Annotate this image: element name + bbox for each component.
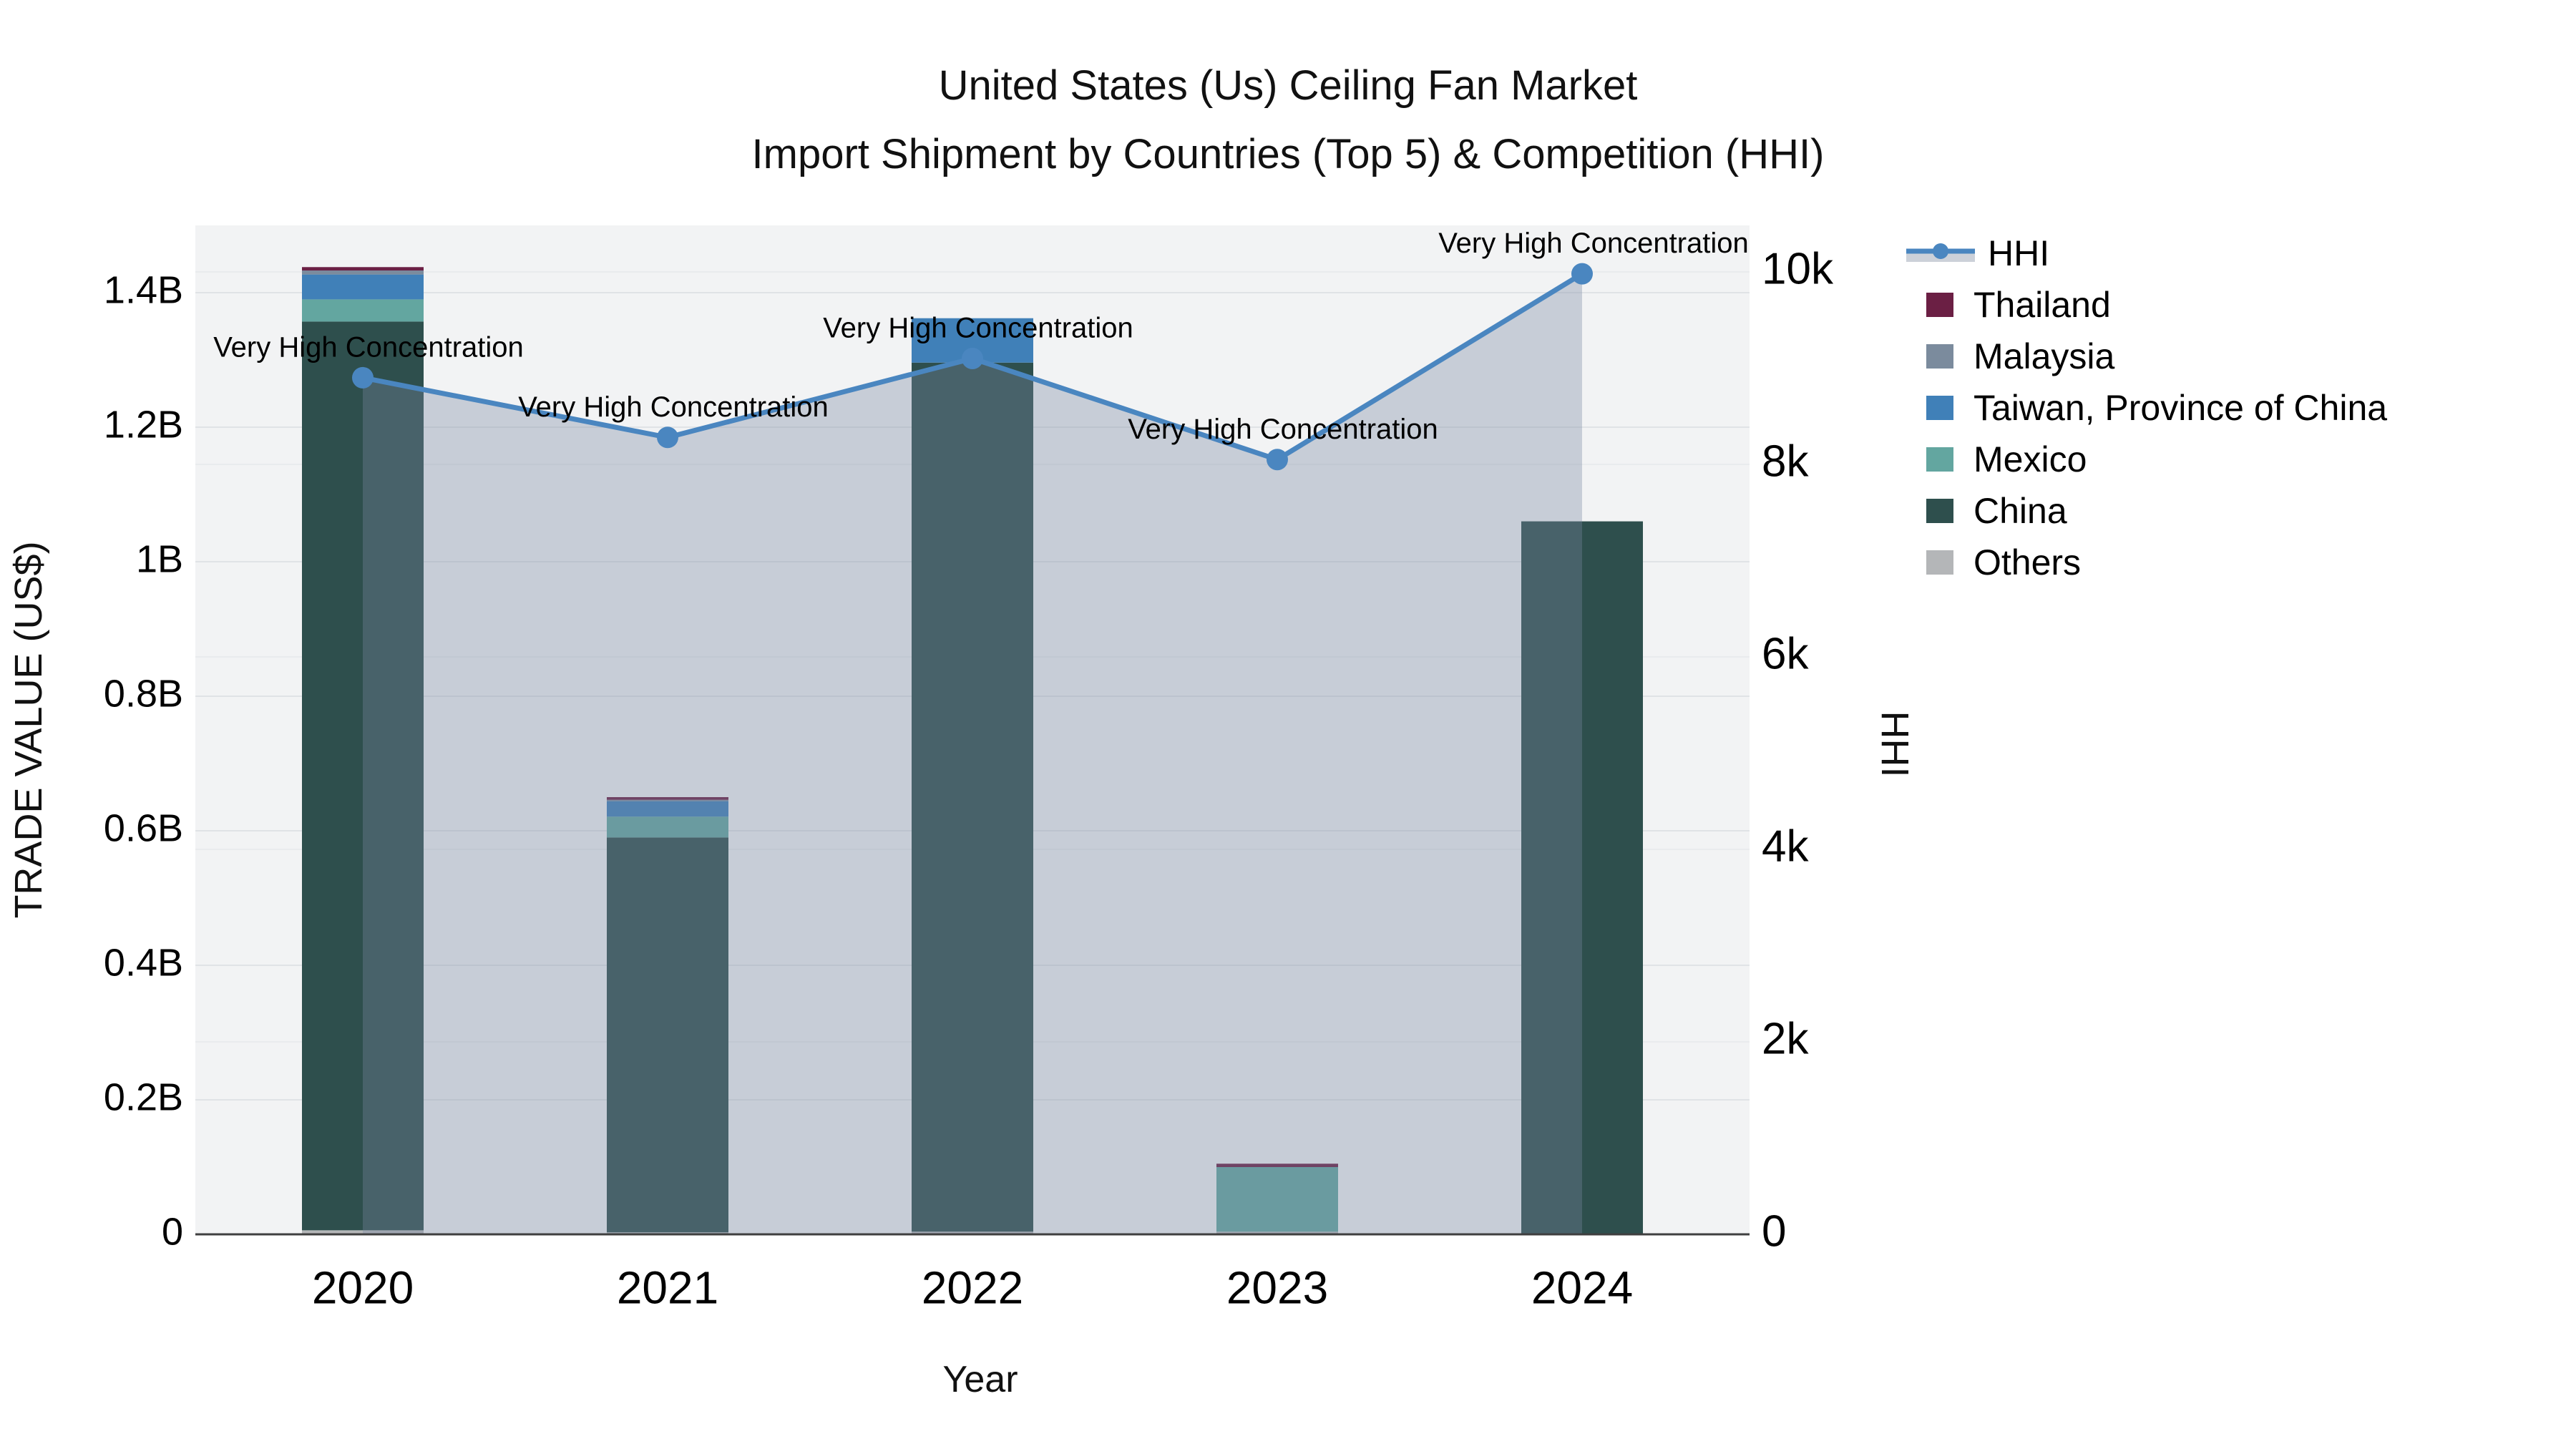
legend-hhi-line-swatch [1906, 243, 1975, 262]
tick-label-y-left-0.4B: 0.4B [104, 941, 183, 984]
bar-segment-china-2024[interactable] [1521, 521, 1643, 1234]
legend-label: Malaysia [1974, 336, 2115, 376]
bar-segment-others-2020[interactable] [302, 1230, 424, 1234]
hhi-marker-2022[interactable] [962, 348, 983, 370]
legend-item-mexico[interactable]: Mexico [1926, 434, 2387, 485]
tick-label-y-right-8k: 8k [1762, 436, 1809, 486]
tick-label-x-2021: 2021 [617, 1262, 718, 1313]
tick-label-x-2022: 2022 [922, 1262, 1023, 1313]
legend-swatch [1926, 550, 1953, 575]
hhi-marker-2024[interactable] [1571, 263, 1593, 285]
bar-segment-others-2022[interactable] [912, 1231, 1033, 1234]
bar-segment-thailand-2021[interactable] [607, 797, 728, 800]
bar-segment-thailand-2023[interactable] [1216, 1163, 1338, 1167]
annotation-2024: Very High Concentration [1438, 228, 1749, 259]
legend-label: Thailand [1974, 285, 2111, 325]
legend-item-others[interactable]: Others [1926, 537, 2387, 588]
tick-label-y-left-0.6B: 0.6B [104, 806, 183, 849]
legend-item-china[interactable]: China [1926, 485, 2387, 537]
annotation-2022: Very High Concentration [823, 313, 1133, 344]
tick-label-y-left-1.4B: 1.4B [104, 268, 183, 311]
legend-swatch [1926, 293, 1953, 317]
legend-item-thailand[interactable]: Thailand [1926, 279, 2387, 331]
bar-segment-malaysia-2021[interactable] [607, 799, 728, 801]
legend-item-malaysia[interactable]: Malaysia [1926, 331, 2387, 382]
legend-label: Others [1974, 542, 2082, 582]
legend-label: Mexico [1974, 439, 2087, 479]
chart-title-line2: Import Shipment by Countries (Top 5) & C… [751, 131, 1825, 177]
bar-segment-china-2020[interactable] [302, 321, 424, 1231]
bar-segment-taiwan-province-of-china-2020[interactable] [302, 274, 424, 300]
bar-segment-malaysia-2020[interactable] [302, 270, 424, 275]
legend-swatch [1926, 499, 1953, 523]
legend-label: Taiwan, Province of China [1974, 388, 2388, 428]
bar-segment-china-2021[interactable] [607, 837, 728, 1233]
hhi-marker-2021[interactable] [657, 426, 678, 449]
tick-label-y-right-4k: 4k [1762, 821, 1809, 871]
chart-title: United States (Us) Ceiling Fan Market Im… [0, 52, 2576, 189]
annotation-2023: Very High Concentration [1128, 414, 1438, 445]
bar-segment-china-2022[interactable] [912, 362, 1033, 1232]
annotation-2020: Very High Concentration [213, 331, 524, 363]
tick-label-y-left-0.2B: 0.2B [104, 1075, 183, 1118]
bar-segment-mexico-2020[interactable] [302, 299, 424, 322]
y2-axis-title: HHI [1873, 711, 1916, 778]
bar-segment-mexico-2023[interactable] [1216, 1167, 1338, 1232]
tick-label-y-left-0.8B: 0.8B [104, 672, 183, 715]
tick-label-x-2023: 2023 [1226, 1262, 1328, 1313]
y-axis-title: TRADE VALUE (US$) [7, 541, 50, 919]
tick-label-y-right-10k: 10k [1762, 244, 1834, 293]
tick-label-y-left-0: 0 [162, 1210, 183, 1253]
annotation-2021: Very High Concentration [518, 391, 829, 423]
legend-item-taiwan-province-of-china[interactable]: Taiwan, Province of China [1926, 382, 2387, 434]
legend-item-hhi[interactable]: HHI [1906, 228, 2387, 279]
legend-swatch [1926, 447, 1953, 472]
tick-label-y-right-2k: 2k [1762, 1014, 1809, 1063]
tick-label-y-left-1.2B: 1.2B [104, 403, 183, 446]
tick-label-x-2024: 2024 [1531, 1262, 1633, 1313]
legend-swatch [1926, 396, 1953, 420]
hhi-area-fill [363, 273, 1582, 1234]
bar-segment-others-2023[interactable] [1216, 1231, 1338, 1234]
tick-label-x-2020: 2020 [312, 1262, 414, 1313]
legend-swatch [1926, 344, 1953, 369]
hhi-marker-2023[interactable] [1267, 449, 1288, 471]
bar-segment-thailand-2020[interactable] [302, 267, 424, 270]
bar-segment-mexico-2021[interactable] [607, 816, 728, 838]
tick-label-y-right-6k: 6k [1762, 629, 1809, 678]
bar-segment-taiwan-province-of-china-2021[interactable] [607, 801, 728, 817]
hhi-marker-2020[interactable] [352, 366, 374, 389]
legend: HHI Thailand Malaysia Taiwan, Province of C… [1906, 228, 2387, 588]
legend-label: HHI [1988, 233, 2050, 273]
chart-title-line1: United States (Us) Ceiling Fan Market [938, 62, 1638, 109]
tick-label-y-left-1B: 1B [136, 537, 183, 580]
legend-label: China [1974, 491, 2067, 531]
x-axis-title: Year [942, 1359, 1018, 1400]
tick-label-y-right-0: 0 [1762, 1206, 1786, 1256]
